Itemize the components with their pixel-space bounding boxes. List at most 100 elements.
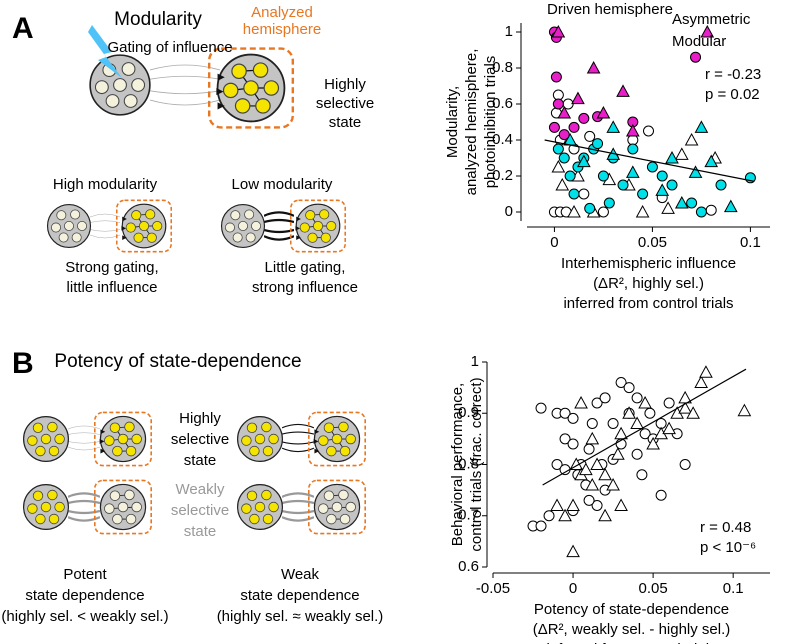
point — [586, 418, 598, 429]
point — [611, 447, 625, 460]
point — [574, 395, 588, 409]
point — [567, 204, 581, 218]
y-axis-label: Behavioral performance, — [449, 383, 466, 546]
hemisphere-analyzed — [94, 411, 152, 467]
label: state — [329, 114, 362, 131]
point — [715, 179, 727, 191]
point — [723, 199, 738, 213]
caption: (highly sel. < weakly sel.) — [1, 608, 168, 625]
point — [564, 170, 576, 182]
y-tick-label: 0.7 — [458, 507, 479, 524]
point — [603, 197, 615, 209]
point — [558, 508, 572, 522]
point — [591, 397, 603, 409]
connections — [264, 211, 294, 241]
hemisphere — [89, 54, 151, 116]
annotation: p = 0.02 — [705, 86, 760, 103]
x-axis-label: (ΔR², weakly sel. - highly sel.) — [533, 621, 731, 638]
point — [558, 152, 570, 164]
point — [535, 402, 547, 414]
caption: Strong gating, — [65, 259, 158, 276]
point — [559, 407, 571, 419]
point — [617, 179, 629, 191]
point — [571, 91, 585, 105]
x-tick-label: 0.1 — [723, 580, 744, 597]
x-axis-label: (ΔR², highly sel.) — [593, 275, 704, 292]
point — [557, 105, 572, 119]
y-axis-label: control trials (frac. correct) — [468, 377, 485, 551]
point — [625, 123, 640, 137]
caption: Weak — [281, 566, 320, 583]
point — [584, 202, 596, 214]
point — [623, 382, 635, 394]
annotation: r = 0.48 — [700, 519, 751, 536]
label: Highly — [324, 76, 366, 93]
point — [662, 421, 676, 435]
point — [568, 188, 580, 200]
point — [643, 125, 654, 137]
point — [583, 494, 595, 506]
point — [558, 129, 570, 141]
point — [551, 159, 566, 173]
label: selective — [171, 502, 229, 519]
point — [699, 365, 713, 378]
point — [737, 403, 752, 417]
y-tick-label: 0.8 — [458, 455, 479, 472]
fit-line — [542, 368, 747, 486]
hemisphere — [237, 484, 283, 531]
point — [559, 433, 571, 445]
panel-title: Modularity — [114, 9, 202, 30]
point — [592, 138, 604, 150]
point — [616, 84, 630, 97]
x-tick-label: 0 — [550, 234, 558, 251]
caption: Potent — [63, 566, 107, 583]
panel-label: B — [12, 347, 34, 380]
y-tick-label: 1 — [471, 353, 479, 370]
caption: Little gating, — [265, 259, 346, 276]
point — [627, 143, 639, 155]
hemisphere-analyzed — [94, 479, 152, 535]
point — [678, 390, 692, 404]
point — [646, 161, 658, 173]
x-tick-label: 0 — [569, 580, 577, 597]
y-tick-label: 0.4 — [492, 131, 513, 148]
point — [598, 508, 612, 522]
point — [625, 165, 640, 178]
label: High modularity — [53, 176, 158, 193]
annotation: p < 10⁻⁶ — [700, 539, 756, 556]
point — [635, 204, 650, 218]
point — [566, 544, 580, 558]
label: Weakly — [176, 481, 225, 498]
point — [551, 24, 566, 38]
point — [551, 459, 563, 470]
legend-label: Modular — [672, 33, 726, 50]
label: selective — [171, 431, 229, 448]
y-tick-label: 0.6 — [458, 558, 479, 575]
point — [567, 438, 579, 450]
point — [700, 24, 715, 38]
x-axis-label: Potency of state-dependence — [534, 601, 729, 618]
point — [663, 397, 675, 409]
label: Analyzed — [251, 4, 313, 21]
point — [583, 443, 595, 455]
point — [674, 195, 689, 209]
hemisphere-analyzed — [116, 199, 172, 253]
point — [631, 448, 643, 460]
diagram-high-modularity — [46, 199, 172, 253]
caption: state dependence — [240, 587, 359, 604]
point — [606, 120, 621, 133]
point — [661, 201, 675, 214]
x-axis-label: inferred from control trials — [546, 641, 716, 644]
hemisphere-analyzed — [308, 479, 366, 535]
point — [566, 498, 580, 511]
hemisphere-analyzed — [290, 199, 346, 253]
label: Highly — [179, 410, 221, 427]
point — [579, 462, 593, 476]
point — [596, 105, 611, 119]
point — [674, 147, 689, 160]
point — [705, 204, 717, 216]
caption: little influence — [67, 279, 158, 296]
point — [599, 392, 611, 404]
point — [678, 401, 692, 414]
point — [694, 375, 708, 388]
